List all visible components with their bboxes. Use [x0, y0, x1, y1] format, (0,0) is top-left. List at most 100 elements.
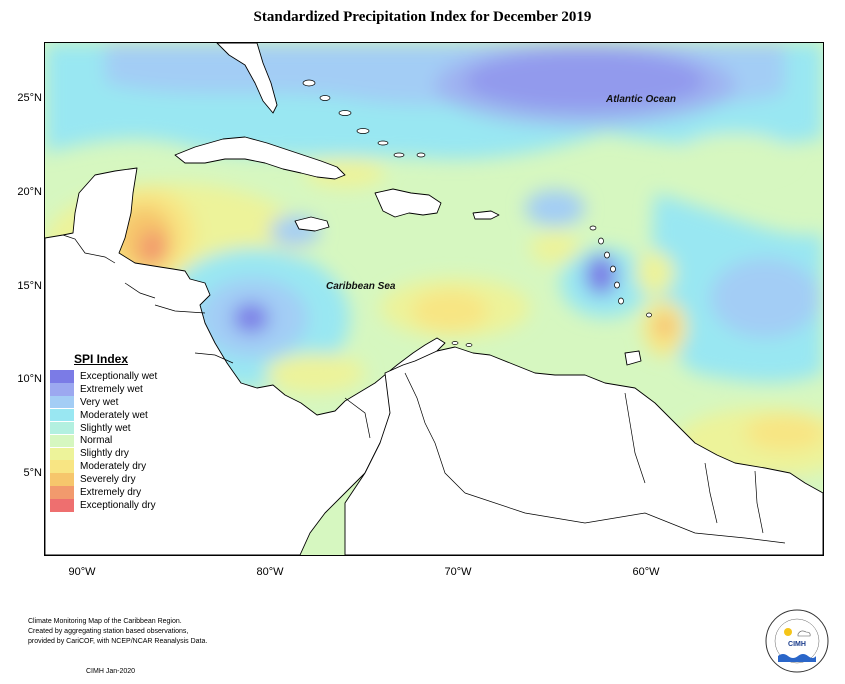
- legend-label: Moderately dry: [80, 461, 147, 473]
- border-colombia-venezuela: [404, 372, 466, 494]
- island-bahamas-3: [338, 110, 352, 116]
- spi-field-very-wet-puerto-rico: [525, 190, 585, 226]
- lon-label-70w: 70°W: [444, 566, 472, 578]
- island-bahamas-2: [319, 95, 331, 101]
- land-cuba: [174, 136, 346, 180]
- legend-swatch: [50, 396, 74, 409]
- legend-label: Severely dry: [80, 474, 136, 486]
- legend-label: Exceptionally dry: [80, 499, 156, 511]
- island-lesser-antilles-4: [610, 265, 616, 273]
- border-brazil: [464, 492, 786, 544]
- island-bahamas-4: [356, 128, 370, 134]
- legend-swatch: [50, 486, 74, 499]
- spi-field-moderately-dry-central: [412, 291, 488, 331]
- island-bahamas-5: [377, 140, 389, 146]
- lat-label-15n: 15°N: [17, 280, 42, 292]
- spi-field-slightly-dry-northeast: [530, 232, 580, 264]
- legend-swatch: [50, 473, 74, 486]
- legend-swatch: [50, 447, 74, 460]
- island-curacao: [465, 343, 473, 347]
- legend-swatch: [50, 499, 74, 512]
- border-mexico-guatemala: [62, 234, 116, 264]
- legend-label: Extremely dry: [80, 486, 142, 498]
- footer-text: Climate Monitoring Map of the Caribbean …: [28, 617, 207, 647]
- legend-swatch: [50, 408, 74, 422]
- spi-field-very-wet-east: [710, 258, 820, 338]
- legend-swatch: [50, 370, 74, 383]
- map-frame: [44, 42, 824, 556]
- land-jamaica: [294, 216, 330, 232]
- spi-field-slightly-wet-east: [680, 133, 790, 173]
- border-suriname-french-guiana: [754, 470, 764, 534]
- legend-label: Very wet: [80, 396, 119, 408]
- spi-legend: SPI Index Exceptionally wet Extremely wet…: [50, 352, 168, 512]
- border-panama-colombia: [344, 397, 371, 439]
- legend-rows: Exceptionally wet Extremely wet Very wet Mo…: [50, 370, 168, 512]
- footer-line: Created by aggregating station based obs…: [28, 628, 189, 635]
- legend-item: Very wet: [50, 396, 168, 409]
- spi-field-exceptionally-wet-west: [233, 303, 269, 333]
- legend-item: Moderately dry: [50, 460, 168, 473]
- border-nicaragua-costa-rica: [194, 352, 234, 364]
- island-bahamas-7: [416, 152, 426, 158]
- legend-swatch: [50, 421, 74, 435]
- border-guatemala-honduras: [124, 282, 156, 299]
- logo-text: CIMH: [788, 641, 806, 648]
- cimh-logo: CIMH: [765, 609, 829, 673]
- lat-label-10n: 10°N: [17, 373, 42, 385]
- spi-field-slightly-dry-east: [635, 251, 675, 295]
- border-venezuela-guyana: [624, 392, 646, 484]
- footer-credit: CIMH Jan-2020: [86, 668, 136, 675]
- lon-label-90w: 90°W: [68, 566, 96, 578]
- legend-title: SPI Index: [74, 352, 129, 366]
- lon-label-80w: 80°W: [256, 566, 284, 578]
- island-lesser-antilles-5: [614, 281, 620, 289]
- island-lesser-antilles-6: [618, 297, 624, 305]
- footer-line: Climate Monitoring Map of the Caribbean …: [28, 618, 182, 625]
- map-title: Standardized Precipitation Index for Dec…: [253, 9, 592, 25]
- border-guyana-suriname: [704, 462, 718, 524]
- spi-field-exceptionally-wet-lesser-antilles: [585, 255, 617, 295]
- island-bahamas-1: [302, 79, 316, 87]
- lon-label-60w: 60°W: [632, 566, 660, 578]
- legend-item: Slightly dry: [50, 447, 168, 460]
- spi-field-slightly-dry-panama: [265, 353, 365, 393]
- legend-item: Exceptionally dry: [50, 499, 168, 512]
- legend-label: Moderately wet: [80, 409, 148, 421]
- island-aruba: [451, 341, 459, 345]
- sun-icon: [784, 628, 792, 636]
- spi-map: [45, 43, 823, 555]
- island-lesser-antilles-3: [604, 251, 610, 259]
- border-honduras-nicaragua: [154, 304, 206, 314]
- legend-swatch: [50, 434, 74, 448]
- lat-label-5n: 5°N: [23, 467, 42, 479]
- legend-label: Exceptionally wet: [80, 370, 158, 382]
- label-caribbean-sea: Caribbean Sea: [326, 281, 396, 292]
- legend-item: Moderately wet: [50, 408, 168, 422]
- lat-label-25n: 25°N: [17, 92, 42, 104]
- legend-swatch: [50, 383, 74, 396]
- spi-field-extremely-dry-west: [139, 230, 167, 266]
- land-hispaniola: [374, 188, 442, 218]
- wave-icon: [778, 654, 816, 662]
- land-south-america: [344, 346, 823, 555]
- legend-item: Extremely dry: [50, 486, 168, 499]
- label-atlantic-ocean: Atlantic Ocean: [606, 94, 677, 105]
- legend-item: Severely dry: [50, 473, 168, 486]
- legend-item: Exceptionally wet: [50, 370, 168, 383]
- land-florida: [216, 43, 278, 114]
- lat-label-20n: 20°N: [17, 186, 42, 198]
- legend-item: Normal: [50, 434, 168, 448]
- legend-item: Slightly wet: [50, 421, 168, 435]
- legend-label: Slightly dry: [80, 448, 129, 460]
- legend-item: Extremely wet: [50, 383, 168, 396]
- island-bahamas-6: [393, 152, 405, 158]
- spi-field-extremely-dry-barbados: [658, 318, 672, 334]
- legend-label: Normal: [80, 435, 113, 447]
- island-lesser-antilles-1: [589, 225, 597, 231]
- island-barbados: [646, 312, 652, 318]
- legend-swatch: [50, 460, 74, 473]
- land-trinidad: [624, 350, 642, 366]
- spi-field-extremely-wet-atlantic: [435, 43, 735, 127]
- island-lesser-antilles-2: [598, 237, 604, 245]
